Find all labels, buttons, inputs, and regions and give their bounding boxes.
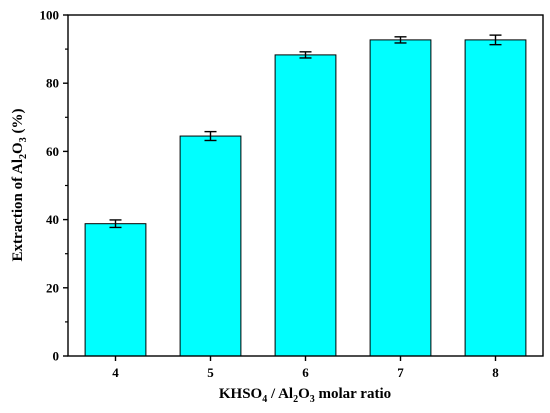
error-bars-group [109,34,502,229]
y-axis-ticks: 0 20 40 60 80 100 [40,8,68,364]
y-tick-label-100: 100 [40,8,60,23]
bar-4 [84,223,147,357]
x-tick-label-8: 8 [492,365,499,380]
y-tick-label-20: 20 [46,280,59,295]
x-axis-title-part-c: O [298,386,310,402]
x-tick-label-4: 4 [112,365,119,380]
x-axis-title-part-d: molar ratio [315,386,391,402]
y-tick-label-40: 40 [46,212,59,227]
x-tick-label-6: 6 [302,365,309,380]
bar-7 [369,39,432,357]
y-tick-label-0: 0 [53,349,60,364]
y-tick-label-60: 60 [46,144,59,159]
x-axis-title-part-b: / Al [267,386,293,402]
error-bar-7 [394,36,407,44]
error-bar-8 [489,34,502,46]
bar-6 [274,54,337,357]
x-tick-label-5: 5 [207,365,214,380]
bars-group [84,39,527,357]
y-axis-title-part-c: (%) [10,109,26,138]
y-axis-title-part-b: O [10,142,26,154]
bar-5 [179,135,242,357]
error-bar-6 [299,51,312,59]
x-axis-title-part-a: KHSO [219,386,262,402]
y-axis-title-sub-b: 3 [18,137,29,142]
error-bar-5 [204,130,217,142]
y-axis-title: Extraction of Al2O3 (%) [10,109,29,262]
x-axis-title-sub-b: 2 [293,394,298,405]
x-axis-ticks: 4 5 6 7 8 [112,356,499,380]
y-tick-label-80: 80 [46,76,59,91]
error-bar-4 [109,219,122,229]
x-tick-label-7: 7 [397,365,404,380]
bar-8 [464,39,527,357]
x-axis-title-sub-a: 4 [262,394,267,405]
x-axis-title: KHSO4 / Al2O3 molar ratio [219,386,391,405]
x-axis-title-sub-c: 3 [310,394,315,405]
y-axis-title-part-a: Extraction of Al [10,159,26,262]
y-axis-title-sub-a: 2 [18,154,29,159]
